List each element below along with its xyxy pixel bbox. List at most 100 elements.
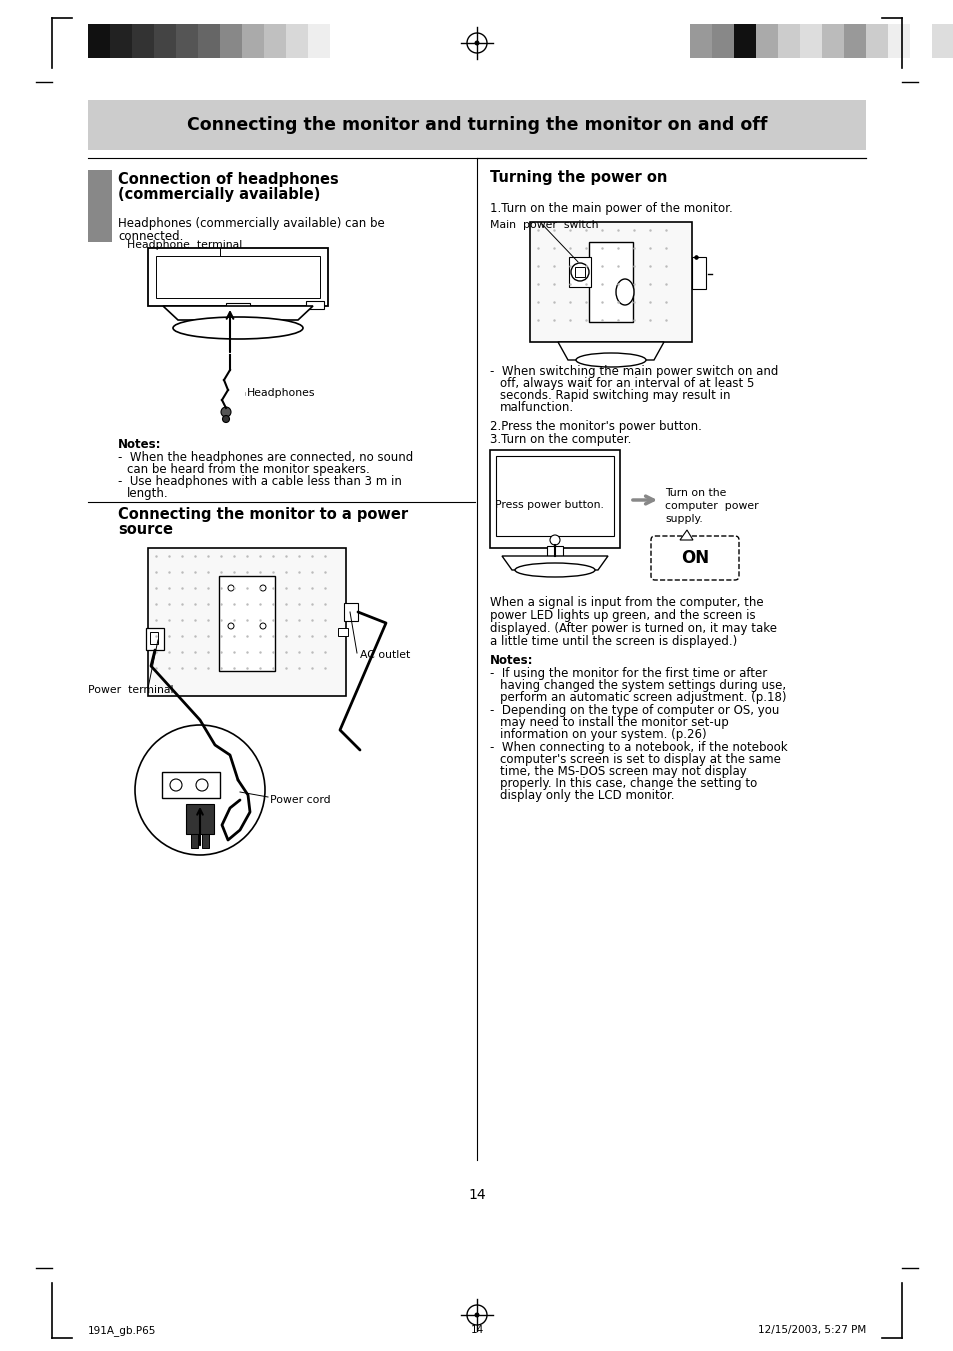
Ellipse shape: [172, 317, 303, 339]
Ellipse shape: [616, 280, 634, 305]
Text: Press power button.: Press power button.: [495, 500, 603, 509]
Bar: [931, 24, 953, 58]
Bar: [490, 450, 619, 549]
Bar: [530, 222, 691, 342]
Text: Turning the power on: Turning the power on: [490, 170, 667, 185]
Circle shape: [571, 263, 588, 281]
Bar: [306, 301, 324, 309]
Text: 2.Press the monitor's power button.: 2.Press the monitor's power button.: [490, 420, 701, 434]
Text: -  When connecting to a notebook, if the notebook: - When connecting to a notebook, if the …: [490, 740, 787, 754]
Text: 12/15/2003, 5:27 PM: 12/15/2003, 5:27 PM: [757, 1325, 865, 1335]
Text: computer  power: computer power: [664, 501, 758, 511]
Bar: [88, 170, 112, 242]
Circle shape: [260, 623, 266, 630]
Polygon shape: [501, 557, 607, 570]
Bar: [711, 24, 733, 58]
Text: source: source: [118, 521, 172, 536]
Bar: [496, 457, 614, 536]
Bar: [226, 303, 250, 311]
Bar: [843, 24, 865, 58]
Text: Main  power  switch: Main power switch: [490, 220, 598, 230]
Text: Headphone  terminal: Headphone terminal: [128, 240, 242, 250]
Bar: [132, 24, 153, 58]
Text: Turn on the: Turn on the: [664, 488, 725, 499]
Text: -  When switching the main power switch on and: - When switching the main power switch o…: [490, 365, 778, 378]
Ellipse shape: [576, 353, 645, 367]
Polygon shape: [679, 530, 692, 540]
Text: Connecting the monitor to a power: Connecting the monitor to a power: [118, 507, 408, 521]
Text: computer's screen is set to display at the same: computer's screen is set to display at t…: [499, 753, 781, 766]
Bar: [202, 834, 209, 848]
Text: -  When the headphones are connected, no sound: - When the headphones are connected, no …: [118, 451, 413, 463]
Text: When a signal is input from the computer, the: When a signal is input from the computer…: [490, 596, 762, 609]
Text: may need to install the monitor set-up: may need to install the monitor set-up: [499, 716, 728, 730]
Text: 14: 14: [470, 1325, 483, 1335]
Bar: [88, 24, 110, 58]
Text: malfunction.: malfunction.: [499, 401, 574, 413]
FancyBboxPatch shape: [650, 536, 739, 580]
Bar: [865, 24, 887, 58]
Bar: [186, 804, 213, 834]
Bar: [546, 546, 562, 557]
Circle shape: [221, 407, 231, 417]
Text: perform an automatic screen adjustment. (p.18): perform an automatic screen adjustment. …: [499, 690, 785, 704]
Bar: [568, 257, 590, 286]
Bar: [150, 632, 158, 644]
Circle shape: [474, 41, 479, 46]
Bar: [689, 24, 711, 58]
Bar: [191, 834, 198, 848]
Text: Power  terminal: Power terminal: [88, 685, 173, 694]
Text: length.: length.: [127, 486, 169, 500]
Bar: [308, 24, 330, 58]
Text: time, the MS-DOS screen may not display: time, the MS-DOS screen may not display: [499, 765, 746, 778]
Text: supply.: supply.: [664, 513, 702, 524]
Circle shape: [550, 535, 559, 544]
Text: displayed. (After power is turned on, it may take: displayed. (After power is turned on, it…: [490, 621, 776, 635]
Text: having changed the system settings during use,: having changed the system settings durin…: [499, 680, 785, 692]
Text: (commercially available): (commercially available): [118, 186, 320, 203]
Bar: [198, 24, 220, 58]
Bar: [146, 628, 164, 650]
Bar: [110, 24, 132, 58]
Bar: [778, 24, 800, 58]
Bar: [242, 24, 264, 58]
Bar: [286, 24, 308, 58]
Bar: [264, 24, 286, 58]
Circle shape: [222, 416, 230, 423]
Circle shape: [228, 623, 233, 630]
Text: a little time until the screen is displayed.): a little time until the screen is displa…: [490, 635, 737, 648]
Ellipse shape: [515, 563, 595, 577]
Text: -  If using the monitor for the first time or after: - If using the monitor for the first tim…: [490, 667, 766, 680]
Circle shape: [260, 585, 266, 590]
Bar: [156, 255, 319, 299]
Text: Notes:: Notes:: [118, 438, 161, 451]
Bar: [755, 24, 778, 58]
Text: off, always wait for an interval of at least 5: off, always wait for an interval of at l…: [499, 377, 754, 390]
Circle shape: [135, 725, 265, 855]
Bar: [148, 249, 328, 305]
Bar: [821, 24, 843, 58]
Text: power LED lights up green, and the screen is: power LED lights up green, and the scree…: [490, 609, 755, 621]
Text: Notes:: Notes:: [490, 654, 533, 667]
Text: Headphones (commercially available) can be: Headphones (commercially available) can …: [118, 218, 384, 230]
Circle shape: [228, 585, 233, 590]
Text: ON: ON: [680, 549, 708, 567]
Bar: [887, 24, 909, 58]
Text: connected.: connected.: [118, 230, 183, 243]
Text: AC outlet: AC outlet: [359, 650, 410, 661]
Text: Connection of headphones: Connection of headphones: [118, 172, 338, 186]
Bar: [175, 24, 198, 58]
Text: -  Depending on the type of computer or OS, you: - Depending on the type of computer or O…: [490, 704, 779, 717]
Bar: [153, 24, 175, 58]
Text: can be heard from the monitor speakers.: can be heard from the monitor speakers.: [127, 463, 370, 476]
Bar: [162, 771, 220, 798]
Bar: [575, 267, 584, 277]
Bar: [330, 24, 352, 58]
Text: Headphones: Headphones: [247, 388, 315, 399]
Bar: [733, 24, 755, 58]
Bar: [691, 257, 705, 289]
Bar: [909, 24, 931, 58]
Text: Power cord: Power cord: [270, 794, 331, 805]
Text: Connecting the monitor and turning the monitor on and off: Connecting the monitor and turning the m…: [187, 116, 766, 134]
Text: information on your system. (p.26): information on your system. (p.26): [499, 728, 706, 740]
